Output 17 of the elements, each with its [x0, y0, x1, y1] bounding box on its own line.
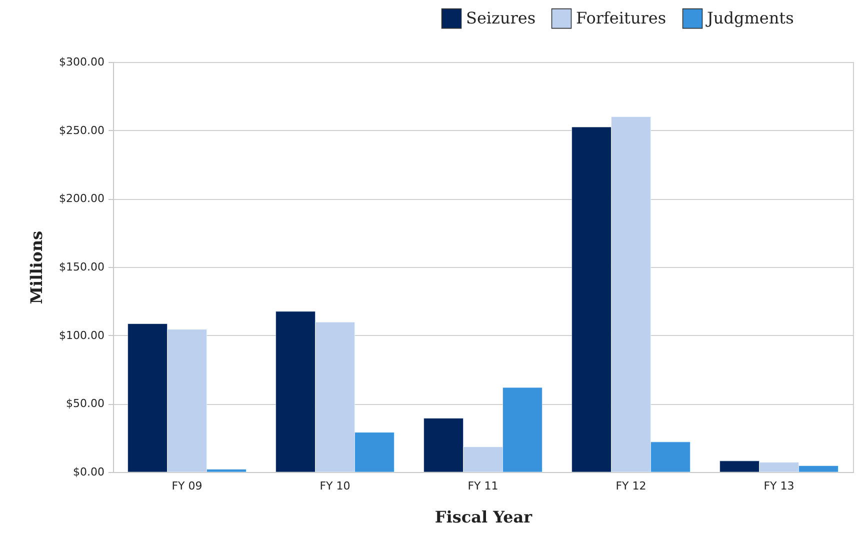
y-tick-label: $250.00: [59, 124, 104, 137]
x-tick-label: FY 11: [468, 480, 498, 492]
y-axis-title: Millions: [27, 230, 46, 304]
x-tick-label: FY 09: [172, 480, 202, 492]
y-tick-label: $50.00: [66, 397, 104, 410]
y-tick-label: $200.00: [59, 192, 104, 206]
y-tick-label: $150.00: [59, 260, 104, 274]
legend-label: Forfeitures: [576, 8, 666, 28]
y-tick-label: $300.00: [59, 56, 104, 68]
y-tick-label: $100.00: [59, 328, 104, 342]
x-tick-label: FY 13: [764, 480, 794, 492]
legend-label: Judgments: [705, 8, 794, 28]
y-tick-label: $0.00: [73, 466, 104, 478]
legend-label: Seizures: [466, 8, 536, 28]
x-tick-label: FY 12: [616, 480, 646, 492]
x-axis-title: Fiscal Year: [434, 508, 533, 526]
x-tick-label: FY 10: [320, 480, 350, 492]
